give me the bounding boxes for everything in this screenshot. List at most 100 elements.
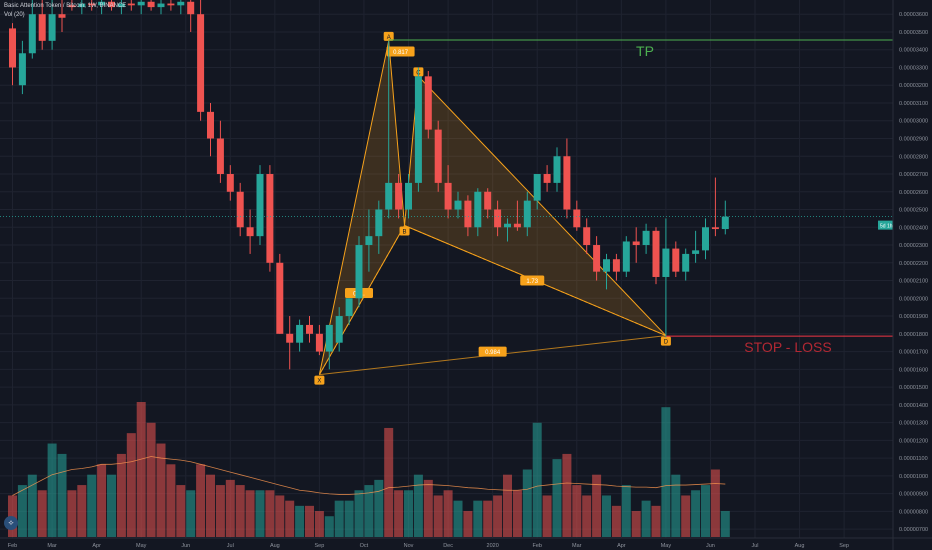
volume-bar <box>582 495 592 537</box>
volume-bar <box>552 459 562 537</box>
candle-body <box>711 227 719 230</box>
candle-body <box>177 1 185 6</box>
pattern-ratio-box <box>520 275 545 286</box>
x-tick-label: Jul <box>751 543 758 549</box>
volume-bar <box>107 474 116 537</box>
stop-loss-label: STOP - LOSS <box>744 339 831 355</box>
volume-bar <box>146 422 156 537</box>
candle-body <box>484 191 492 210</box>
volume-bar <box>592 474 602 537</box>
volume-bar <box>503 474 512 537</box>
candle-body <box>276 262 284 334</box>
candle-body <box>345 298 353 317</box>
x-tick-label: May <box>136 543 147 549</box>
candle-body <box>207 111 214 139</box>
candle-body <box>88 3 96 6</box>
candle-body <box>187 1 195 15</box>
candle-body <box>583 227 591 246</box>
y-tick-label: 0.00001600 <box>899 367 928 373</box>
volume-bar <box>275 495 285 537</box>
harmonic-pattern: XABCD0.8170.4..1.730.984 <box>314 31 671 385</box>
candle-body <box>721 216 729 230</box>
volume-bar <box>166 464 176 537</box>
volume-bar <box>97 464 107 537</box>
candle-body <box>226 174 234 192</box>
y-tick-label: 0.00003400 <box>899 48 928 54</box>
candle-body <box>157 3 165 8</box>
pattern-ratio-label: 1.73 <box>526 279 538 285</box>
candle-body <box>454 200 462 210</box>
volume-bar <box>324 516 334 537</box>
y-tick-label: 0.00002900 <box>899 136 928 142</box>
pattern-point-label: X <box>317 379 321 385</box>
x-tick-label: Aug <box>795 543 805 549</box>
volume-bar <box>611 505 621 537</box>
candle-body <box>474 191 482 228</box>
volume-bar <box>176 485 186 537</box>
candle-body <box>513 223 521 228</box>
symbol-legend[interactable]: Basic Attention Token / Bitcoin, 1W, BIN… <box>4 3 127 9</box>
volume-bar <box>602 495 611 537</box>
volume-bar <box>691 490 701 537</box>
volume-bar <box>413 474 423 537</box>
candle-body <box>405 182 412 210</box>
volume-legend[interactable]: Vol (20) <box>4 12 25 18</box>
volume-bar <box>562 453 572 537</box>
x-tick-label: Feb <box>8 543 17 549</box>
x-tick-label: Jun <box>706 543 715 549</box>
y-tick-label: 0.00003300 <box>899 65 928 71</box>
countdown-label: 5d 1h <box>880 224 893 230</box>
volume-bar <box>641 500 651 537</box>
pattern-triangle-bcd <box>404 75 667 337</box>
volume-bar <box>364 485 374 537</box>
volume-bar <box>295 505 305 537</box>
volume-bar <box>433 495 443 537</box>
price-axis[interactable]: 0.00000700 0.00000800 0.00000900 0.00001000… <box>892 0 932 550</box>
y-tick-label: 0.00002300 <box>899 243 928 249</box>
volume-bar <box>285 500 295 537</box>
candle-body <box>28 14 36 54</box>
y-tick-label: 0.00002100 <box>899 279 928 285</box>
candle-body <box>48 14 56 41</box>
volume-bar <box>522 469 532 537</box>
volume-bar <box>453 500 463 537</box>
volume-bar <box>463 511 473 537</box>
candle-body <box>523 200 531 228</box>
y-tick-label: 0.00003100 <box>899 101 928 107</box>
volume-bar <box>671 474 681 537</box>
volume-bar <box>374 479 384 537</box>
candle-body <box>434 129 442 183</box>
volume-bar <box>710 469 720 537</box>
x-tick-label: Feb <box>532 543 541 549</box>
x-tick-label: 2020 <box>487 543 499 549</box>
volume-bar <box>245 490 255 537</box>
candle-body <box>325 324 333 352</box>
volume-bar <box>344 500 354 537</box>
candle-body <box>78 3 86 8</box>
candle-body <box>444 182 452 210</box>
candle-body <box>533 174 541 201</box>
volume-bar <box>681 495 691 537</box>
candle-body <box>167 3 175 6</box>
candle-body <box>335 316 343 343</box>
volume-bar <box>77 485 87 537</box>
candle-body <box>117 3 125 8</box>
candle-body <box>236 191 244 228</box>
candle-body <box>692 250 700 254</box>
countdown-tag <box>878 220 893 230</box>
candle-body <box>9 28 16 68</box>
time-axis[interactable]: Feb Mar Apr May Jun Jul Aug Sep Oct Nov Dec 2020 Feb… <box>0 537 932 549</box>
candle-body <box>18 53 26 86</box>
pattern-xb-line <box>318 225 405 375</box>
volume-bar <box>206 474 215 537</box>
y-tick-label: 0.00003600 <box>899 12 928 18</box>
candle-body <box>563 156 571 210</box>
tradingview-logo-icon[interactable]: ⟡ <box>4 516 18 530</box>
y-tick-label: 0.00000700 <box>899 527 928 533</box>
y-tick-label: 0.00001500 <box>899 385 928 391</box>
volume-bar <box>661 407 671 537</box>
pattern-point-box <box>399 226 410 236</box>
volume-bar <box>27 474 37 537</box>
volume-bar <box>572 485 582 537</box>
